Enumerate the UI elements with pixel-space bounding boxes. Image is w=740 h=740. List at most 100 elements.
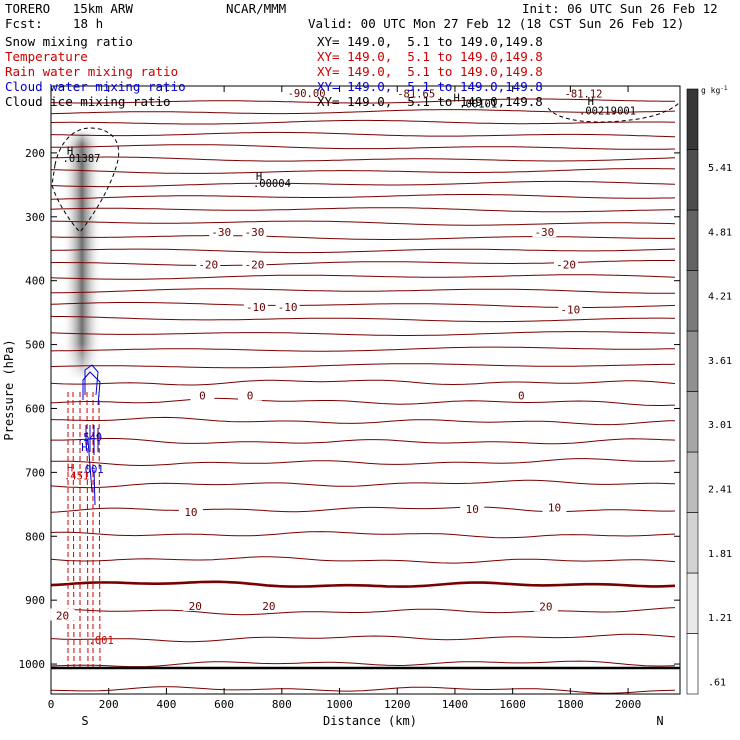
isotherm (50, 458, 676, 467)
isotherm (50, 274, 676, 280)
valid-time: Valid: 00 UTC Mon 27 Feb 12 (18 CST Sun … (308, 16, 685, 31)
colorbar-band (686, 633, 699, 695)
y-tick-label: 900 (25, 594, 45, 607)
colorbar-tick-label: 4.81 (708, 227, 732, 238)
isotherm (50, 331, 676, 336)
contour-labels-layer: -30 -30 -30 -20 -20 -20 -10 -10 -10 0 0 0 10 10 10 20 20… (50, 88, 636, 647)
legend-rain-name: Rain water mixing ratio (5, 64, 179, 79)
x-tick-label: 1400 (442, 698, 469, 711)
end-label-north: N (656, 714, 663, 728)
temperature-label: 20 (56, 609, 69, 622)
field-label: .549 (77, 432, 102, 444)
legend-cloud-ice-name: Cloud ice mixing ratio (5, 94, 171, 109)
temperature-label: 20 (539, 601, 552, 614)
y-tick-label: 200 (25, 147, 45, 160)
field-label: .001 (611, 106, 636, 118)
temperature-label-bg (509, 388, 534, 401)
temperature-label-bg (238, 388, 263, 401)
isotherm (50, 207, 675, 213)
isotherm (50, 556, 676, 564)
temperature-label-bg (558, 302, 583, 315)
temperature-label-bg (183, 598, 208, 611)
field-label: .00219 (579, 106, 617, 118)
colorbar-band (686, 149, 699, 211)
x-axis-label: Distance (km) (323, 714, 417, 728)
isotherm (51, 607, 676, 616)
y-tick-label: 500 (25, 339, 45, 352)
temperature-label-bg (460, 501, 485, 514)
temperature-label: -20 (198, 259, 218, 272)
field-label: .00101 (459, 99, 497, 111)
field-label: H (67, 145, 73, 157)
colorbar-unit: g kg-1 (701, 85, 728, 95)
field-label: H (588, 96, 594, 108)
snow-shading-fade (62, 130, 102, 380)
isotherm (50, 315, 675, 323)
model-title: TORERO 15km ARW (5, 1, 133, 16)
legend-cloud-ice-xy: XY= 149.0, 5.1 to 149.0,149.8 (317, 94, 543, 109)
temperature-label-bg (275, 299, 300, 312)
colorbar-tick-label: 4.21 (708, 292, 732, 303)
x-tick-label: 400 (156, 698, 176, 711)
org-label: NCAR/MMM (226, 1, 287, 16)
temperature-label-bg (50, 608, 75, 621)
field-label: .451 (64, 471, 89, 483)
x-tick-label: 2000 (615, 698, 642, 711)
temperature-label-bg (532, 225, 557, 238)
field-label: -90.00 (288, 88, 326, 100)
temperature-label: -10 (246, 301, 266, 314)
temperature-contours-layer (50, 98, 676, 694)
temperature-label-bg (190, 388, 215, 401)
field-label: H (256, 171, 262, 183)
temperature-label-bg (196, 257, 221, 270)
colorbar-unit-exp: -1 (720, 85, 728, 92)
rain-water-contour (86, 391, 89, 669)
isotherm-zero (50, 580, 676, 588)
temperature-label: -30 (534, 226, 554, 239)
temperature-label: 10 (184, 506, 197, 519)
isotherm (50, 156, 676, 162)
temperature-label: -10 (560, 303, 580, 316)
isotherm (50, 144, 676, 150)
cloud-water-contour (82, 371, 101, 406)
isotherm (51, 288, 675, 294)
x-tick-label: 1000 (326, 698, 353, 711)
temperature-label: -30 (244, 226, 264, 239)
legend-snow-name: Snow mixing ratio (5, 34, 133, 49)
colorbar-band (686, 330, 699, 392)
colorbar-tick-label: 3.61 (708, 356, 732, 367)
rain-water-contour (72, 391, 75, 669)
y-tick-label: 600 (25, 402, 45, 415)
isotherm (50, 168, 676, 174)
temperature-label-bg (243, 299, 268, 312)
temperature-label: -20 (244, 259, 264, 272)
isotherm (50, 248, 676, 254)
isotherm (50, 109, 676, 115)
temperature-label: 0 (518, 390, 525, 403)
temperature-label-bg (542, 500, 567, 513)
forecast-label: Fcst: (5, 16, 43, 31)
isotherm (50, 180, 676, 188)
isotherm (50, 660, 676, 668)
cloud-ice-contour (51, 127, 120, 233)
x-tick-label: 1200 (384, 698, 411, 711)
isotherm (50, 633, 676, 643)
legend-snow-xy: XY= 149.0, 5.1 to 149.0,149.8 (317, 34, 543, 49)
temperature-label-bg (256, 598, 281, 611)
temperature-label: -10 (278, 301, 298, 314)
colorbar-tick-label: 1.21 (708, 613, 732, 624)
field-label: H (81, 442, 87, 454)
temperature-label: 10 (466, 503, 479, 516)
isotherm (50, 235, 675, 240)
field-label: .001 (89, 635, 114, 647)
temperature-label-bg (209, 225, 234, 238)
isotherm (50, 346, 676, 352)
temperature-label: 20 (189, 600, 202, 613)
x-tick-label: 600 (214, 698, 234, 711)
mixing-ratio-contours-layer (51, 101, 681, 669)
field-label: .00004 (253, 178, 291, 190)
colorbar-tick-label: 1.81 (708, 549, 732, 560)
isotherm (50, 416, 676, 426)
x-tick-label: 0 (48, 698, 55, 711)
